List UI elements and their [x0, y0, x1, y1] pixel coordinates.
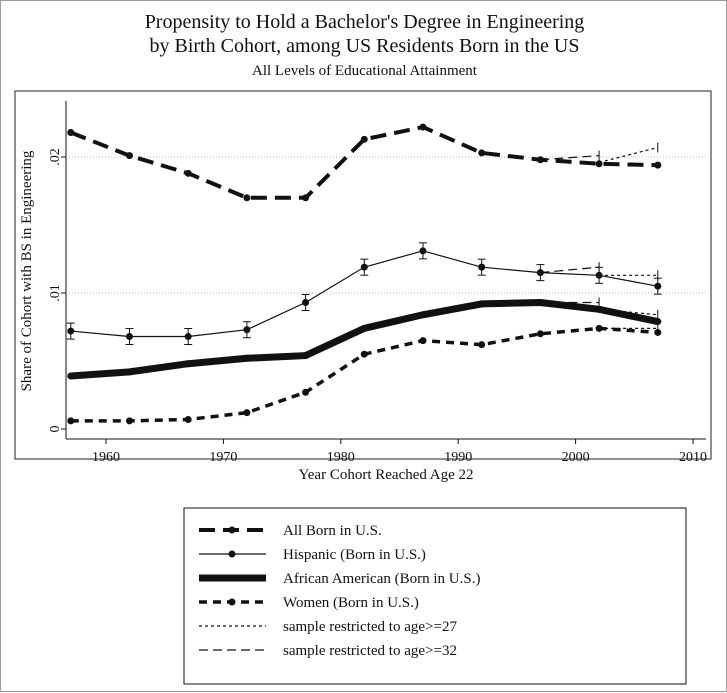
data-point	[302, 299, 310, 307]
x-tick-label: 1980	[327, 450, 355, 465]
data-point	[243, 326, 251, 334]
x-tick-label: 1990	[444, 450, 472, 465]
legend-marker	[228, 526, 236, 534]
legend-box	[183, 507, 687, 685]
data-point	[125, 417, 133, 425]
chart-title: Propensity to Hold a Bachelor's Degree i…	[144, 11, 585, 33]
legend: All Born in U.S. Hispanic (Born in U.S.) A…	[183, 507, 687, 685]
data-point	[536, 156, 544, 164]
legend-label: African American (Born in U.S.)	[283, 571, 480, 587]
x-axis-label: Year Cohort Reached Age 22	[298, 467, 473, 483]
data-point	[654, 318, 662, 326]
data-point	[654, 282, 662, 290]
data-point	[302, 352, 310, 360]
legend-marker	[228, 598, 236, 606]
data-point	[478, 149, 486, 157]
data-point	[243, 409, 251, 417]
data-point	[419, 123, 427, 131]
x-tick-label: 2000	[562, 450, 590, 465]
data-point	[478, 300, 486, 308]
data-point	[595, 305, 603, 313]
data-point	[536, 269, 544, 277]
y-axis-label: Share of Cohort with BS in Engineering	[19, 150, 35, 391]
y-tick-label: .01	[48, 284, 63, 302]
data-point	[360, 135, 368, 143]
data-point	[360, 324, 368, 332]
data-point	[419, 337, 427, 345]
legend-label: Women (Born in U.S.)	[283, 595, 419, 611]
legend-marker	[228, 574, 236, 582]
data-point	[478, 341, 486, 349]
data-point	[595, 271, 603, 279]
data-point	[419, 247, 427, 255]
data-point	[419, 311, 427, 319]
legend-label: sample restricted to age>=32	[283, 643, 457, 659]
data-point	[536, 299, 544, 307]
data-point	[360, 350, 368, 358]
data-point	[478, 263, 486, 271]
data-point	[243, 354, 251, 362]
data-point	[654, 161, 662, 169]
legend-label: sample restricted to age>=27	[283, 619, 457, 635]
restricted-line	[599, 308, 658, 316]
restricted-line	[598, 146, 658, 164]
legend-label: Hispanic (Born in U.S.)	[283, 547, 426, 563]
data-point	[302, 194, 310, 202]
data-point	[184, 333, 192, 341]
data-point	[302, 388, 310, 396]
data-point	[184, 169, 192, 177]
data-point	[67, 417, 75, 425]
data-point	[67, 129, 75, 137]
data-point	[125, 368, 133, 376]
y-tick-label: .02	[48, 148, 63, 166]
restricted-line	[540, 155, 600, 161]
data-point	[243, 194, 251, 202]
data-point	[67, 327, 75, 335]
x-tick-label: 2010	[679, 450, 707, 465]
data-point	[67, 372, 75, 380]
series-line	[70, 124, 658, 200]
data-point	[184, 360, 192, 368]
legend-label: All Born in U.S.	[283, 523, 382, 539]
data-point	[125, 152, 133, 160]
restricted-line	[540, 266, 600, 274]
chart-subtitle: All Levels of Educational Attainment	[252, 63, 477, 79]
x-tick-label: 1970	[209, 450, 237, 465]
x-tick-label: 1960	[92, 450, 120, 465]
data-point	[125, 333, 133, 341]
y-tick-label: 0	[48, 426, 63, 433]
data-point	[595, 160, 603, 168]
data-point	[184, 415, 192, 423]
data-point	[595, 324, 603, 332]
data-point	[360, 263, 368, 271]
data-point	[654, 328, 662, 336]
data-point	[536, 330, 544, 338]
legend-marker	[228, 550, 236, 558]
chart-title-line2: by Birth Cohort, among US Residents Born…	[149, 35, 580, 57]
